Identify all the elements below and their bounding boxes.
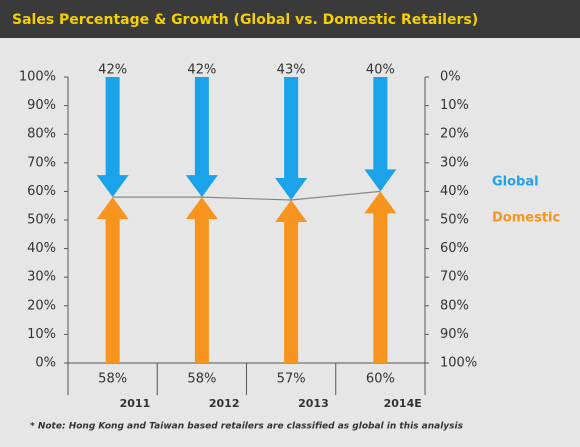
x-tick-label: 2014E	[384, 397, 422, 410]
value-label: 43%	[277, 63, 306, 78]
y2-tick-label: 90%	[440, 327, 469, 342]
y-tick-label: 70%	[27, 155, 56, 170]
x-tick-label: 2012	[209, 397, 240, 410]
y2-tick-label: 70%	[440, 270, 469, 285]
x-tick-label: 2013	[298, 397, 329, 410]
y-tick-label: 50%	[27, 213, 56, 228]
value-label: 58%	[98, 372, 127, 387]
y2-tick-label: 20%	[440, 127, 469, 142]
y-tick-label: 80%	[27, 127, 56, 142]
y2-tick-label: 10%	[440, 98, 469, 113]
y-tick-label: 10%	[27, 327, 56, 342]
y-tick-label: 30%	[27, 270, 56, 285]
y2-tick-label: 0%	[440, 70, 461, 85]
domestic-arrow	[364, 191, 397, 363]
trend-line	[112, 190, 381, 201]
global-arrow	[185, 77, 218, 198]
y2-tick-label: 40%	[440, 184, 469, 199]
y2-tick-label: 50%	[440, 213, 469, 228]
legend-entry: Global	[492, 175, 539, 190]
y2-tick-label: 80%	[440, 298, 469, 313]
note: * Note: Hong Kong and Taiwan based retai…	[30, 422, 464, 432]
title-bar	[0, 0, 580, 38]
y-tick-label: 60%	[27, 184, 56, 199]
y-tick-label: 20%	[27, 298, 56, 313]
value-label: 60%	[366, 372, 395, 387]
y-tick-label: 0%	[35, 356, 56, 371]
value-label: 57%	[277, 372, 306, 387]
y-tick-label: 100%	[19, 70, 56, 85]
value-label: 42%	[187, 63, 216, 78]
domestic-arrow	[96, 197, 129, 363]
x-tick-label: 2011	[120, 397, 151, 410]
global-arrow	[96, 77, 129, 198]
y2-tick-label: 30%	[440, 155, 469, 170]
y-tick-label: 40%	[27, 241, 56, 256]
domestic-arrow	[185, 197, 218, 363]
y-tick-label: 90%	[27, 98, 56, 113]
y2-tick-label: 100%	[440, 356, 477, 371]
y2-tick-label: 60%	[440, 241, 469, 256]
global-arrow	[364, 77, 397, 192]
legend-entry: Domestic	[492, 211, 560, 226]
global-arrow	[275, 77, 308, 200]
value-label: 58%	[187, 372, 216, 387]
value-label: 42%	[98, 63, 127, 78]
chart-title: Sales Percentage & Growth (Global vs. Do…	[12, 12, 478, 28]
domestic-arrow	[275, 199, 308, 363]
value-label: 40%	[366, 63, 395, 78]
